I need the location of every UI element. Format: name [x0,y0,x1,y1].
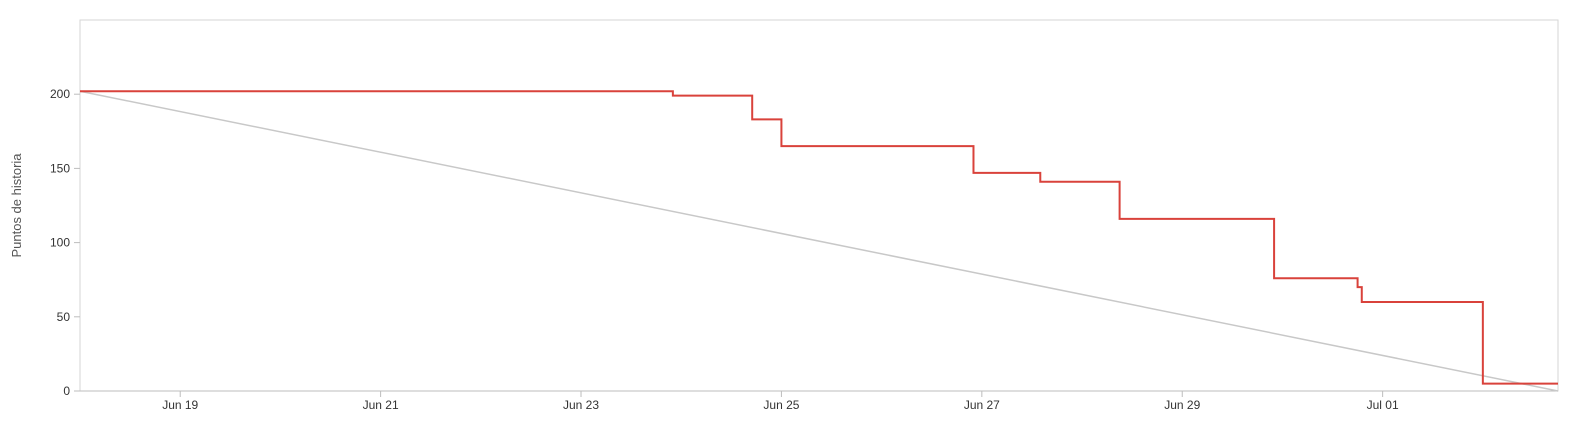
axes [79,19,1559,392]
x-tick-label: Jun 23 [563,398,599,412]
y-tick-label: 150 [50,161,70,175]
y-axis-title: Puntos de historia [9,153,24,258]
x-tick-label: Jul 01 [1367,398,1399,412]
y-tick-label: 100 [50,236,70,250]
x-tick-label: Jun 19 [162,398,198,412]
tick-labels: 0 50 100 150 200 Jun 19 Jun 21 Jun 23 Jun 25 Jun … [50,87,1399,412]
x-tick-label: Jun 21 [363,398,399,412]
y-tick-label: 0 [63,384,70,398]
plot-frame [79,19,1559,392]
actual-remaining-line [80,90,1558,385]
ideal-guideline [79,90,1559,392]
x-tick-label: Jun 27 [964,398,1000,412]
x-tick-label: Jun 29 [1164,398,1200,412]
y-tick-label: 200 [50,87,70,101]
series-lines [79,90,1559,392]
x-tick-label: Jun 25 [763,398,799,412]
y-tick-label: 50 [57,310,71,324]
